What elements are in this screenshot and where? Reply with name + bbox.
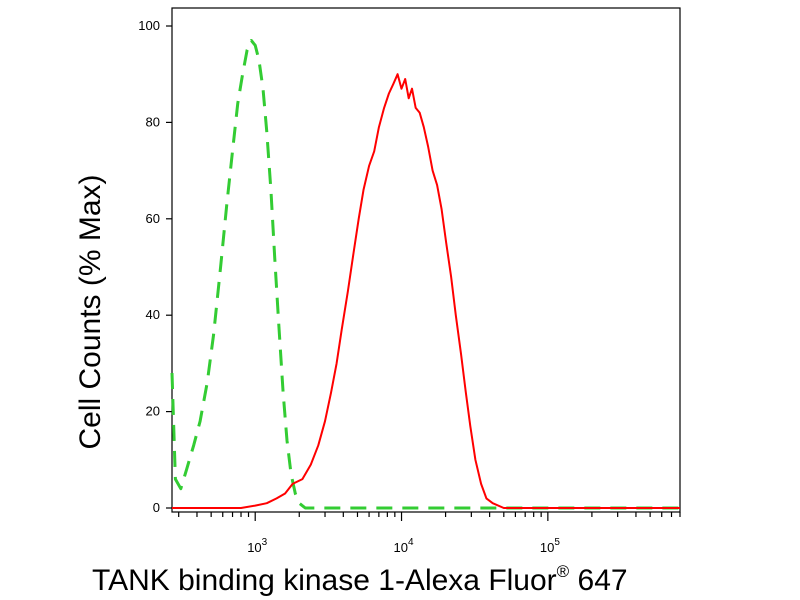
x-tick-label: 105 — [540, 537, 560, 555]
y-axis-title: Cell Counts (% Max) — [74, 174, 107, 449]
x-tick-label: 104 — [394, 537, 414, 555]
y-axis: 0 20 40 60 80 100 — [138, 18, 172, 515]
y-tick-label: 40 — [146, 307, 160, 322]
series-line-1 — [170, 39, 680, 510]
y-tick-label: 80 — [146, 114, 160, 129]
y-tick-label: 60 — [146, 211, 160, 226]
plot-frame — [171, 7, 681, 513]
x-axis-title-main: TANK binding kinase 1-Alexa Fluor — [92, 564, 557, 597]
x-axis-title: TANK binding kinase 1-Alexa Fluor® 647 — [92, 562, 628, 597]
series-line-2 — [172, 73, 680, 509]
series-layer — [170, 39, 680, 510]
x-axis-title-suffix: 647 — [569, 564, 627, 597]
x-axis-title-superscript: ® — [557, 562, 570, 581]
x-axis: 103 104 105 — [178, 512, 681, 555]
x-tick-label: 103 — [247, 537, 267, 555]
y-tick-label: 0 — [153, 500, 160, 515]
y-tick-label: 100 — [138, 18, 160, 33]
y-tick-label: 20 — [146, 404, 160, 419]
